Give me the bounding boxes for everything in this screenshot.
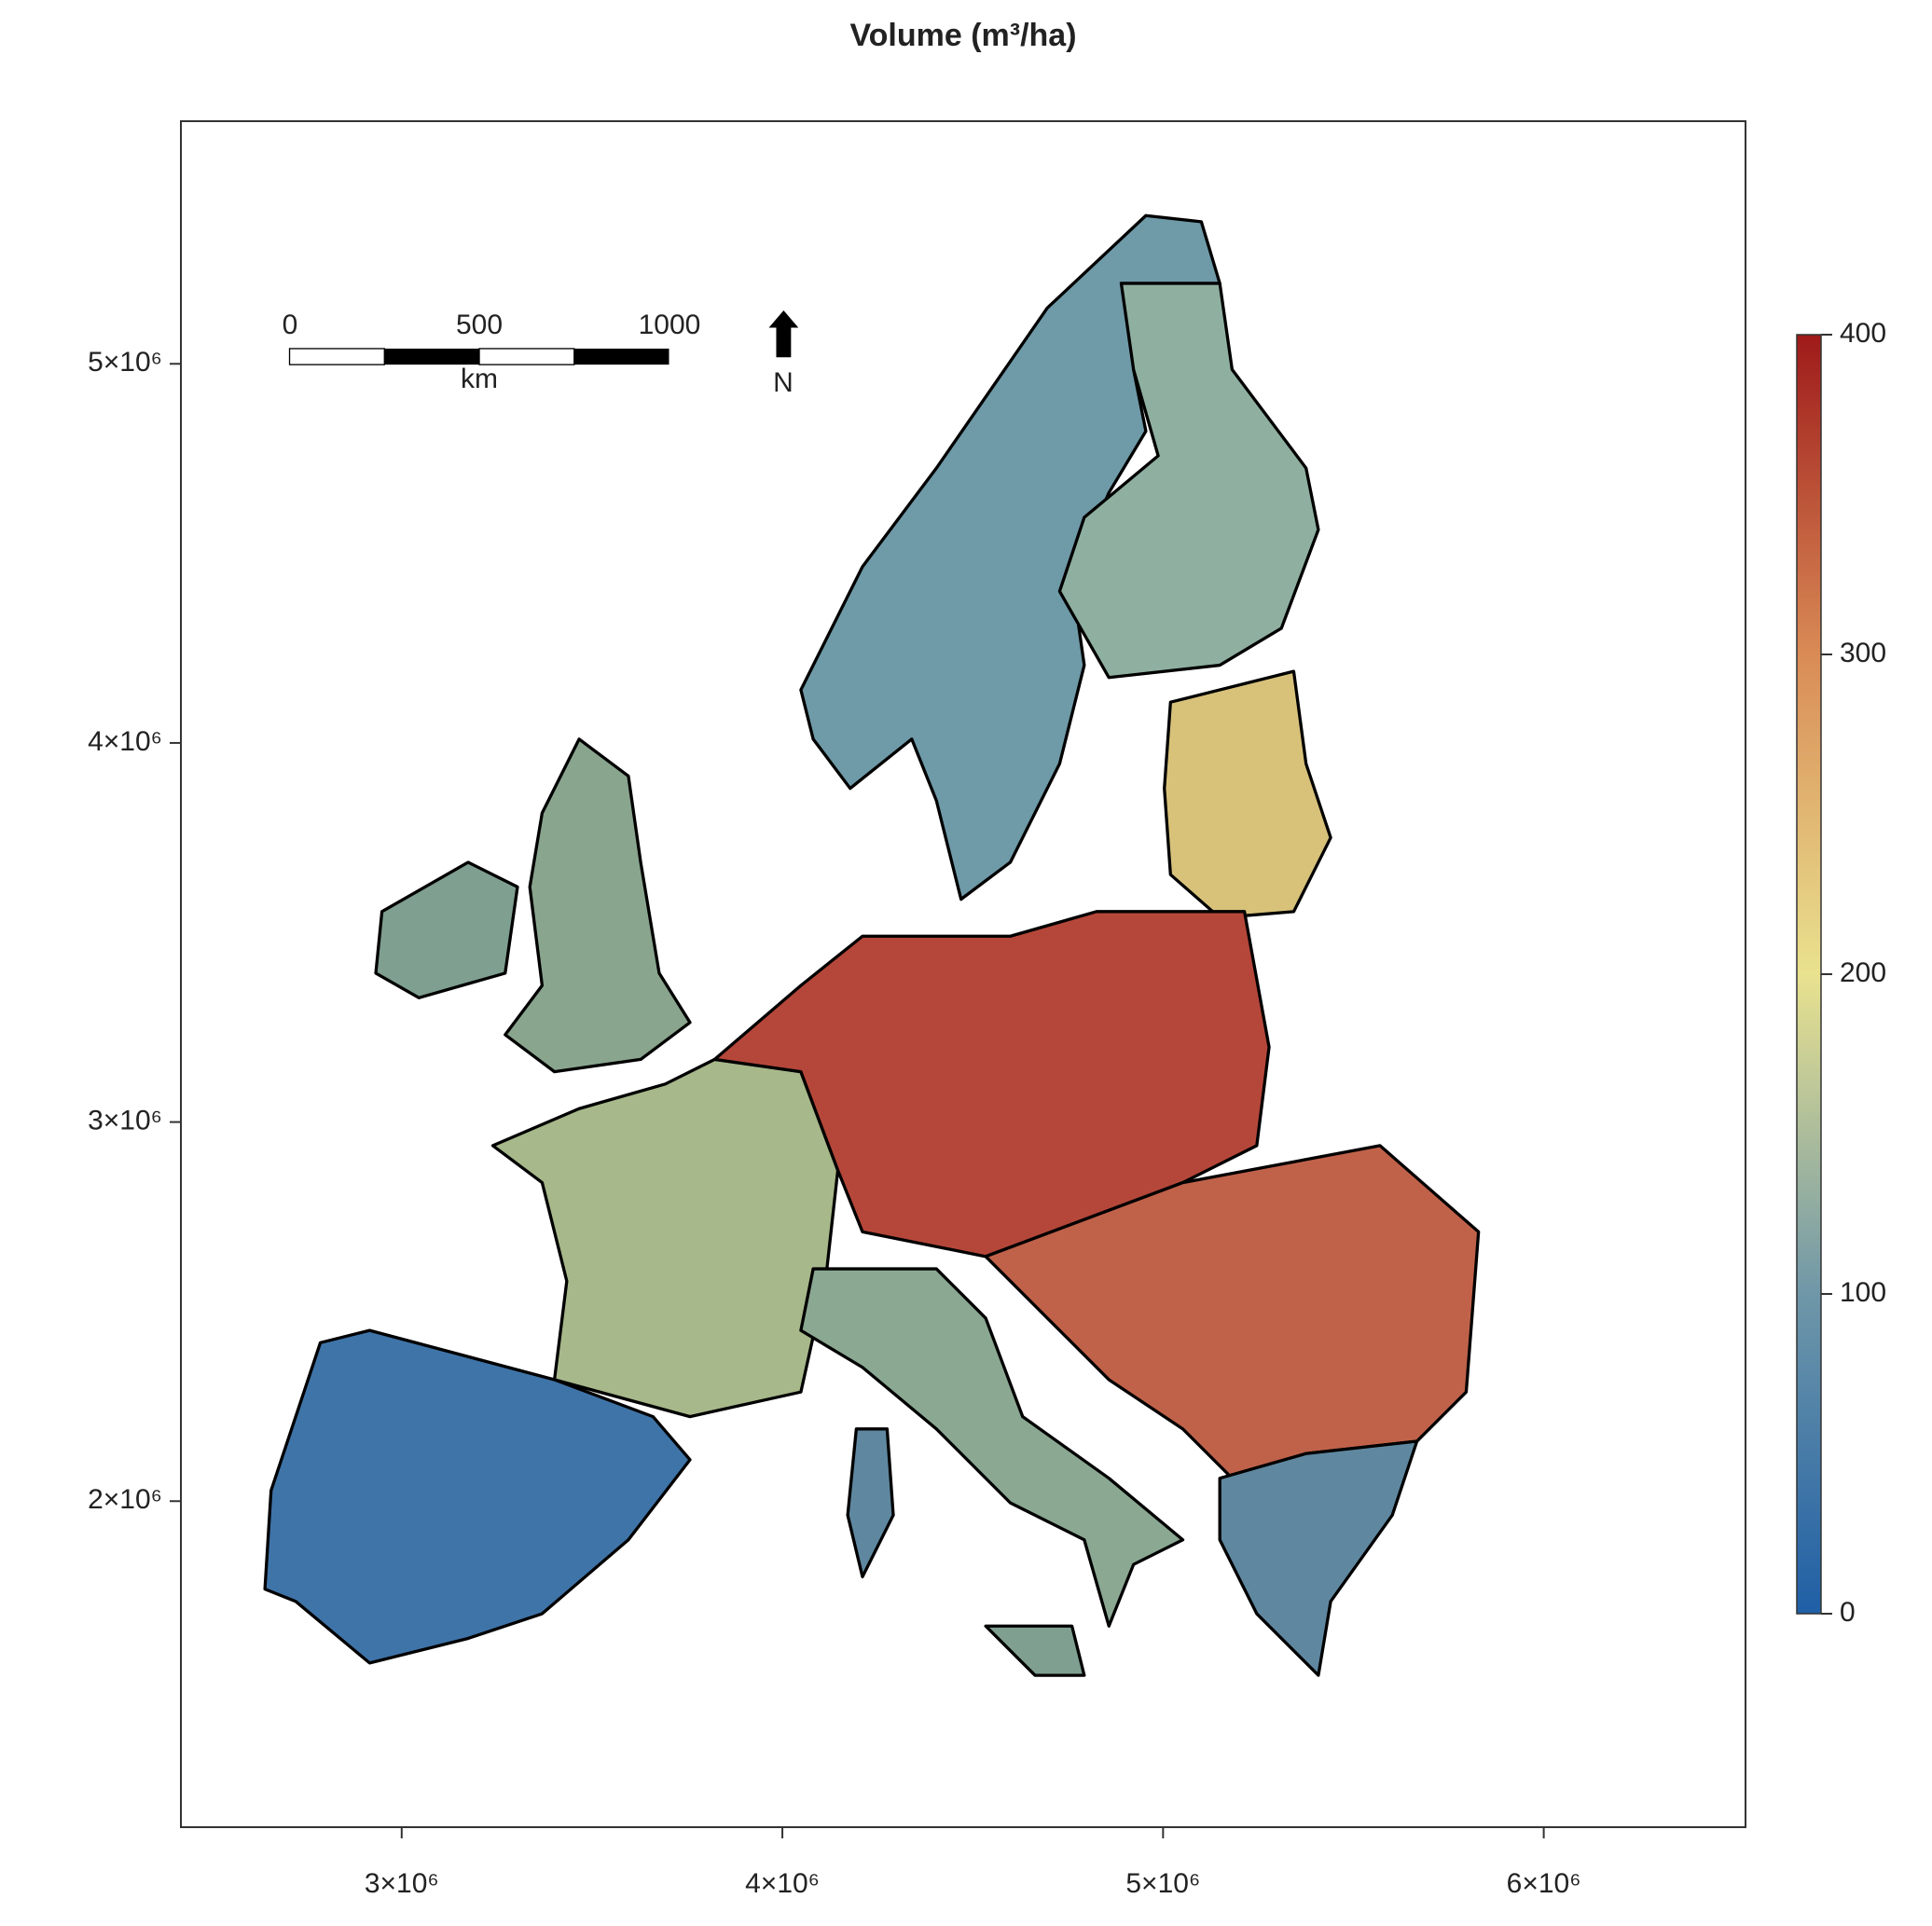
scandinavia [799,213,1221,901]
scale-segment [573,348,669,365]
y-tick-label: 4×10⁶ [88,726,162,757]
iberia [263,1328,692,1665]
scale-segment [288,348,385,365]
france [490,1057,840,1419]
colorbar-tick-label: 300 [1840,638,1886,668]
central-europe [712,910,1271,1259]
colorbar-tick-label: 400 [1840,318,1886,349]
x-tick-label: 6×10⁶ [1507,1868,1581,1899]
y-tick-label: 2×10⁶ [88,1484,162,1515]
scale-label: 1000 [639,310,701,340]
y-tick-label: 5×10⁶ [88,347,162,378]
north-arrow [768,310,799,358]
x-tick-label: 4×10⁶ [745,1868,820,1899]
baltics [1163,669,1332,920]
colorbar-tick-label: 200 [1840,957,1886,988]
greece [1218,1439,1419,1677]
sicily [984,1624,1086,1677]
x-tick-label: 5×10⁶ [1125,1868,1200,1899]
italy [799,1267,1185,1628]
scale-label: 500 [456,310,503,340]
sardinia [846,1427,895,1579]
ireland [374,860,519,999]
colorbar [1796,334,1822,1615]
map-area [263,213,1481,1677]
scale-label: 0 [283,310,298,340]
great-britain [504,737,692,1074]
x-tick-label: 3×10⁶ [365,1868,439,1899]
y-tick-label: 3×10⁶ [88,1106,162,1136]
north-label: N [773,367,794,398]
scale-segment [478,348,575,365]
plot-frame [180,120,1746,1828]
title: Volume (m³/ha) [849,18,1076,53]
colorbar-tick-label: 0 [1840,1597,1856,1628]
scale-unit: km [461,364,498,394]
finland [1057,282,1320,680]
colorbar-tick-label: 100 [1840,1277,1886,1308]
scale-segment [384,348,480,365]
